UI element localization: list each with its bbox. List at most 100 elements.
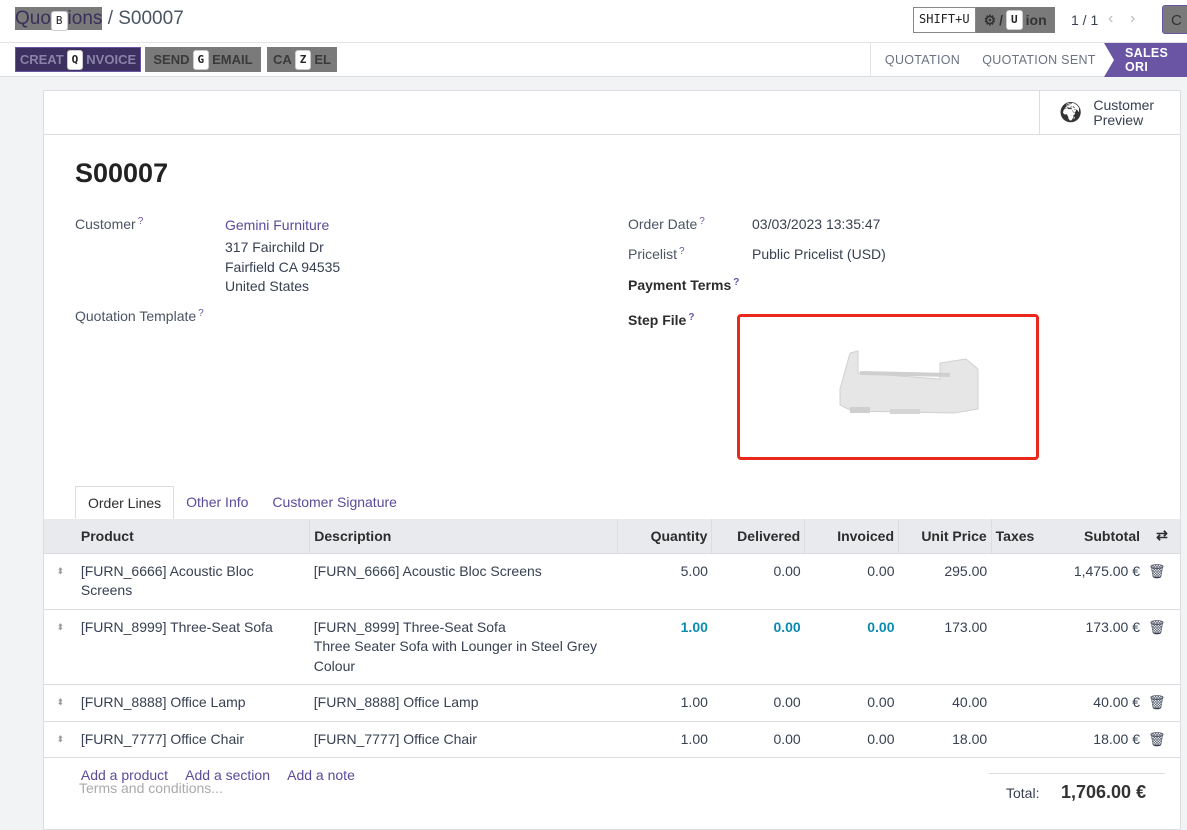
header-unit-price[interactable]: Unit Price xyxy=(898,519,992,553)
delete-icon[interactable]: 🗑︎ xyxy=(1144,552,1180,609)
customer-preview-button[interactable]: 🌍︎ Customer Preview xyxy=(1039,91,1180,134)
add-section-link[interactable]: Add a section xyxy=(185,767,270,783)
add-line-row: Add a product Add a section Add a note xyxy=(44,757,1180,798)
terms-input[interactable]: Terms and conditions... xyxy=(79,780,223,796)
address-line: 317 Fairchild Dr xyxy=(225,239,324,255)
order-date-value[interactable]: 03/03/2023 13:35:47 xyxy=(752,216,881,232)
unit-price-cell: 18.00 xyxy=(898,720,992,758)
delivered-cell: 0.00 xyxy=(711,684,805,721)
breadcrumb-current: S00007 xyxy=(118,8,184,29)
label-text: Customer xyxy=(75,216,136,232)
row-drag-handle-icon[interactable]: ⬍ xyxy=(44,608,77,685)
header-handle xyxy=(44,519,77,553)
description-line: [FURN_7777] Office Chair xyxy=(313,730,477,747)
row-drag-handle-icon[interactable]: ⬍ xyxy=(44,552,77,609)
button-text: NVOICE xyxy=(86,52,137,67)
customer-link[interactable]: Gemini Furniture xyxy=(225,217,330,233)
gear-icon: ⚙ xyxy=(983,11,997,28)
order-date-label: Order Date? xyxy=(628,216,705,232)
description-cell: [FURN_8888] Office Lamp xyxy=(309,684,618,721)
button-text: CREAT xyxy=(19,52,64,67)
product-cell: [FURN_7777] Office Chair xyxy=(76,720,310,758)
notebook-tabs: Order Lines Other Info Customer Signatur… xyxy=(75,486,409,519)
button-text: CA xyxy=(272,52,292,67)
row-drag-handle-icon[interactable]: ⬍ xyxy=(44,684,77,721)
status-sales-order[interactable]: SALES ORI xyxy=(1104,43,1187,77)
hotkey-badge: Z xyxy=(294,49,312,70)
help-icon[interactable]: ? xyxy=(198,308,204,319)
quotation-template-label: Quotation Template? xyxy=(75,308,204,324)
subtotal-cell: 40.00 € xyxy=(1038,684,1145,721)
description-cell: [FURN_7777] Office Chair xyxy=(309,720,618,758)
invoiced-cell: 0.00 xyxy=(804,684,899,721)
header-quantity[interactable]: Quantity xyxy=(616,519,712,553)
column-settings-icon[interactable]: ⇄ xyxy=(1144,519,1180,553)
hotkey-badge: U xyxy=(1006,10,1023,30)
send-email-button[interactable]: SEND G EMAIL xyxy=(145,47,261,72)
divider xyxy=(44,134,1180,135)
breadcrumb-separator: / xyxy=(107,8,119,29)
breadcrumb-text: ions xyxy=(67,8,103,29)
header-delivered[interactable]: Delivered xyxy=(711,519,805,553)
header-taxes[interactable]: Taxes xyxy=(990,519,1039,553)
delete-icon[interactable]: 🗑︎ xyxy=(1144,720,1180,758)
status-quotation[interactable]: QUOTATION xyxy=(870,43,974,77)
table-row[interactable]: ⬍ [FURN_6666] Acoustic Bloc Screens [FURN_… xyxy=(44,552,1180,609)
invoiced-cell: 0.00 xyxy=(804,552,899,609)
table-row[interactable]: ⬍ [FURN_7777] Office Chair [FURN_7777] Off… xyxy=(44,720,1180,758)
help-icon[interactable]: ? xyxy=(699,216,705,227)
invoiced-cell: 0.00 xyxy=(804,720,899,758)
pricelist-value[interactable]: Public Pricelist (USD) xyxy=(752,246,886,262)
pager-next-icon[interactable]: › xyxy=(1130,10,1136,27)
delivered-cell: 0.00 xyxy=(711,720,805,758)
address-line: United States xyxy=(225,278,310,294)
header-description[interactable]: Description xyxy=(309,519,618,553)
delete-icon[interactable]: 🗑︎ xyxy=(1144,684,1180,721)
quantity-cell: 5.00 xyxy=(617,552,712,609)
help-icon[interactable]: ? xyxy=(679,246,685,257)
table-row[interactable]: ⬍ [FURN_8999] Three-Seat Sofa [FURN_8999] … xyxy=(44,608,1180,685)
help-icon[interactable]: ? xyxy=(137,216,144,227)
add-note-link[interactable]: Add a note xyxy=(287,767,355,783)
customer-preview-label: Customer Preview xyxy=(1093,96,1155,128)
row-drag-handle-icon[interactable]: ⬍ xyxy=(44,720,77,758)
subtotal-cell: 18.00 € xyxy=(1038,720,1145,758)
help-icon[interactable]: ? xyxy=(688,312,695,323)
taxes-cell xyxy=(991,684,1039,721)
divider xyxy=(989,773,1165,774)
delivered-cell: 0.00 xyxy=(711,608,805,685)
status-quotation-sent[interactable]: QUOTATION SENT xyxy=(982,53,1096,67)
label-text: Quotation Template xyxy=(75,308,197,324)
action-text: / xyxy=(999,12,1004,28)
taxes-cell xyxy=(991,552,1039,609)
invoiced-cell: 0.00 xyxy=(804,608,899,685)
cancel-button[interactable]: CA Z EL xyxy=(267,47,337,72)
customer-address: 317 Fairchild Dr Fairfield CA 94535 Unit… xyxy=(225,238,340,297)
tab-customer-signature[interactable]: Customer Signature xyxy=(272,494,397,510)
label-text: Step File xyxy=(628,312,687,328)
add-product-link[interactable]: Add a product xyxy=(80,767,169,783)
header-product[interactable]: Product xyxy=(76,519,310,553)
hotkey-badge: SHIFT+U xyxy=(913,7,976,33)
delete-icon[interactable]: 🗑︎ xyxy=(1144,608,1180,685)
pager-prev-icon[interactable]: ‹ xyxy=(1108,10,1114,27)
create-invoice-button[interactable]: CREAT Q NVOICE xyxy=(15,47,141,72)
create-button[interactable]: C xyxy=(1162,5,1187,34)
step-file-viewer[interactable] xyxy=(737,314,1039,460)
help-icon[interactable]: ? xyxy=(733,277,740,288)
divider xyxy=(44,757,1180,758)
table-row[interactable]: ⬍ [FURN_8888] Office Lamp [FURN_8888] Offi… xyxy=(44,684,1180,721)
total-value: 1,706.00 € xyxy=(1061,782,1147,802)
header-subtotal[interactable]: Subtotal xyxy=(1038,519,1145,553)
tab-other-info[interactable]: Other Info xyxy=(186,494,249,510)
hotkey-badge: B xyxy=(50,11,68,31)
header-invoiced[interactable]: Invoiced xyxy=(804,519,899,553)
tab-order-lines[interactable]: Order Lines xyxy=(75,486,175,519)
product-cell: [FURN_8999] Three-Seat Sofa xyxy=(76,608,310,685)
total-label: Total: xyxy=(1006,785,1040,801)
payment-terms-label: Payment Terms? xyxy=(628,277,739,293)
pager-value[interactable]: 1 / 1 xyxy=(1071,12,1099,28)
